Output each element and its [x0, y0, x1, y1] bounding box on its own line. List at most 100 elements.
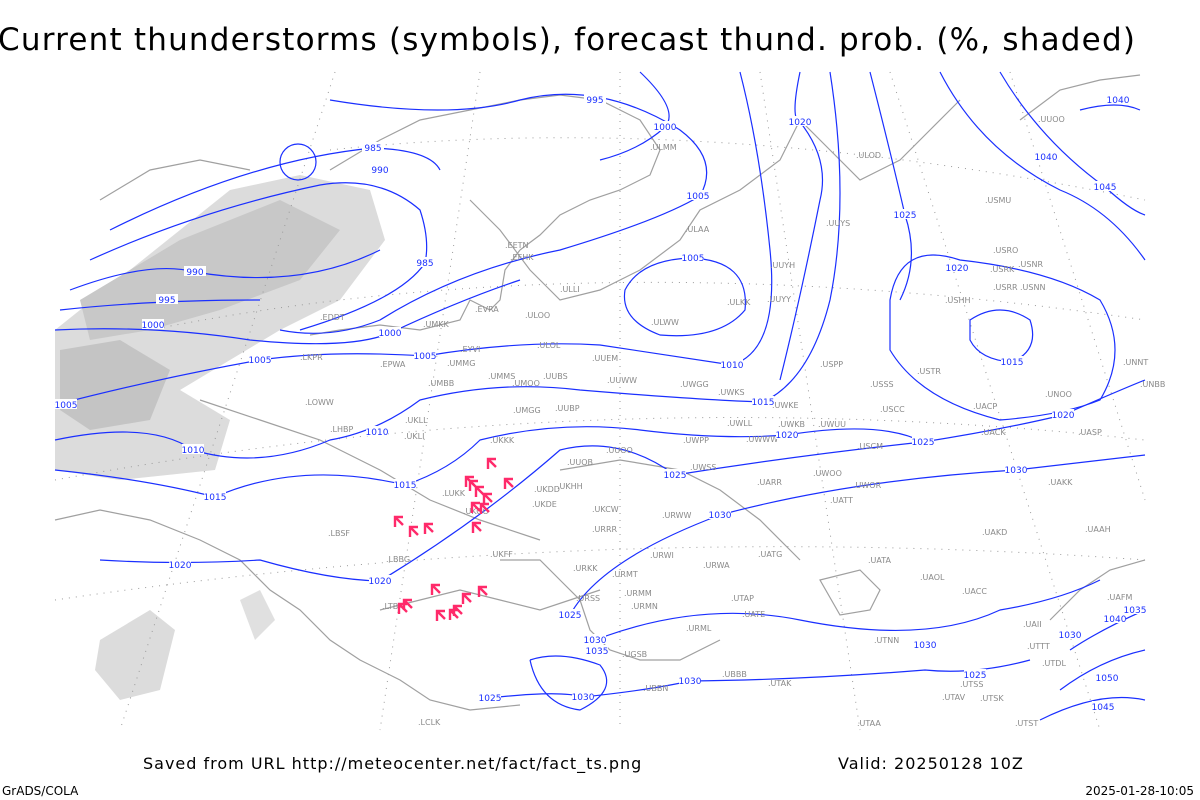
map-title: Current thunderstorms (symbols), forecas… [0, 22, 1137, 58]
isobar [99, 441, 924, 582]
thunderstorm-symbol [482, 492, 493, 504]
station-label: .UWUU [818, 420, 846, 429]
isobar-label-bg [414, 350, 436, 360]
isobar [89, 182, 428, 331]
thunderstorm-symbols [393, 457, 514, 621]
station-label: .UWOO [813, 469, 842, 478]
isobar-label: 1045 [1092, 703, 1115, 713]
isobar-label-bg [479, 692, 501, 702]
isobar-label-bg [946, 262, 968, 272]
isobar [569, 454, 1146, 616]
isobar [59, 299, 261, 311]
isobar-label-bg [366, 426, 388, 436]
isobar-label-bg [1094, 181, 1116, 191]
isobar-label: 1050 [1096, 674, 1119, 684]
station-label: .URSS [576, 594, 600, 603]
station-label: .URMN [631, 602, 658, 611]
isobar-label-bg [169, 559, 191, 569]
station-label: .UUOO [606, 446, 633, 455]
coastline [329, 94, 661, 251]
isobar-label-bg [1052, 409, 1074, 419]
station-label: .UTSK [980, 694, 1004, 703]
isobar-label: 1005 [249, 356, 272, 366]
station-label: .UAAH [1085, 525, 1111, 534]
thunderstorm-symbol [470, 501, 481, 513]
station-label: .URKK [573, 564, 598, 573]
coastline [1049, 559, 1146, 621]
station-label: .LTBA [382, 602, 404, 611]
isobar-label-bg [142, 319, 164, 329]
station-label: .USNR [1018, 260, 1043, 269]
isobar-label-bg [654, 121, 676, 131]
station-label: .ULLI [560, 285, 580, 294]
station-label: .UASP [1078, 428, 1102, 437]
isobar-label: 985 [416, 259, 433, 269]
thunderstorm-symbol [477, 585, 488, 597]
probability-area [240, 590, 275, 640]
station-label: .EYVI [460, 345, 480, 354]
station-label: .UATT [830, 496, 853, 505]
station-label: .USTR [917, 367, 941, 376]
coastlines-borders [54, 74, 1146, 711]
station-label: .UACK [981, 428, 1006, 437]
isobar-label-bg [894, 209, 916, 219]
isobar-label: 1005 [414, 352, 437, 362]
station-label: .UUOO [1038, 115, 1065, 124]
station-label: .EETN [505, 241, 529, 250]
station-label: .USRR [993, 283, 1018, 292]
station-label: .UNNT [1123, 358, 1148, 367]
isobar-label-bg [414, 257, 436, 267]
isobar-label-bg [156, 294, 178, 304]
isobar-label-bg [1107, 94, 1129, 104]
station-label: .LKPR [300, 353, 323, 362]
station-label: .URRR [592, 525, 618, 534]
isobar [1059, 649, 1146, 691]
isobar [779, 71, 823, 381]
coastline [199, 399, 541, 541]
isobar-label: 990 [371, 166, 388, 176]
station-label: .UTAP [731, 594, 754, 603]
isobar-label: 1015 [752, 398, 775, 408]
station-label: .USNN [1020, 283, 1045, 292]
thunderstorm-symbol [471, 521, 482, 533]
station-label: .UWSS [690, 463, 716, 472]
station-label: .UWOR [853, 481, 882, 490]
isobar-label-bg [572, 691, 594, 701]
station-label: .UMGG [513, 406, 541, 415]
station-label: .UACC [962, 587, 987, 596]
isobar-label-bg [912, 436, 934, 446]
isobar-label: 995 [158, 296, 175, 306]
isobar-label-bg [584, 634, 606, 644]
station-label: .UKLL [405, 416, 428, 425]
isobar [1079, 104, 1141, 111]
isobar-label-bg [204, 491, 226, 501]
thunderstorm-symbol [408, 525, 419, 537]
station-label: .UKDD [534, 485, 560, 494]
station-label: .UAII [1023, 620, 1042, 629]
station-label: .UTSS [960, 680, 983, 689]
station-label: .UTAA [857, 719, 881, 728]
coastline [1019, 74, 1141, 121]
station-label: .EFHK [510, 253, 534, 262]
isobar-label-bg [184, 266, 206, 276]
station-label: .UAFM [1107, 593, 1132, 602]
station-label: .UAKD [982, 528, 1007, 537]
station-label: .UTAK [768, 679, 792, 688]
station-label: .LBSF [328, 529, 350, 538]
station-label: .UMBB [428, 379, 454, 388]
coastline [469, 99, 961, 301]
coastline [309, 249, 521, 336]
isobar-label: 1040 [1035, 153, 1058, 163]
isobar-label-bg [1005, 464, 1027, 474]
station-label: .EDDT [320, 313, 345, 322]
isobar-label-bg [369, 164, 391, 174]
station-label: .ULWW [651, 318, 679, 327]
saved-from-url: Saved from URL http://meteocenter.net/fa… [143, 754, 643, 773]
isobar-label: 1030 [679, 677, 702, 687]
isobar-label: 1030 [584, 636, 607, 646]
station-label: .UKLI [404, 432, 424, 441]
thunderstorm-symbol [430, 583, 441, 595]
isobar-label-bg [687, 190, 709, 200]
isobar [1039, 696, 1146, 721]
isobar-label: 1025 [479, 694, 502, 704]
